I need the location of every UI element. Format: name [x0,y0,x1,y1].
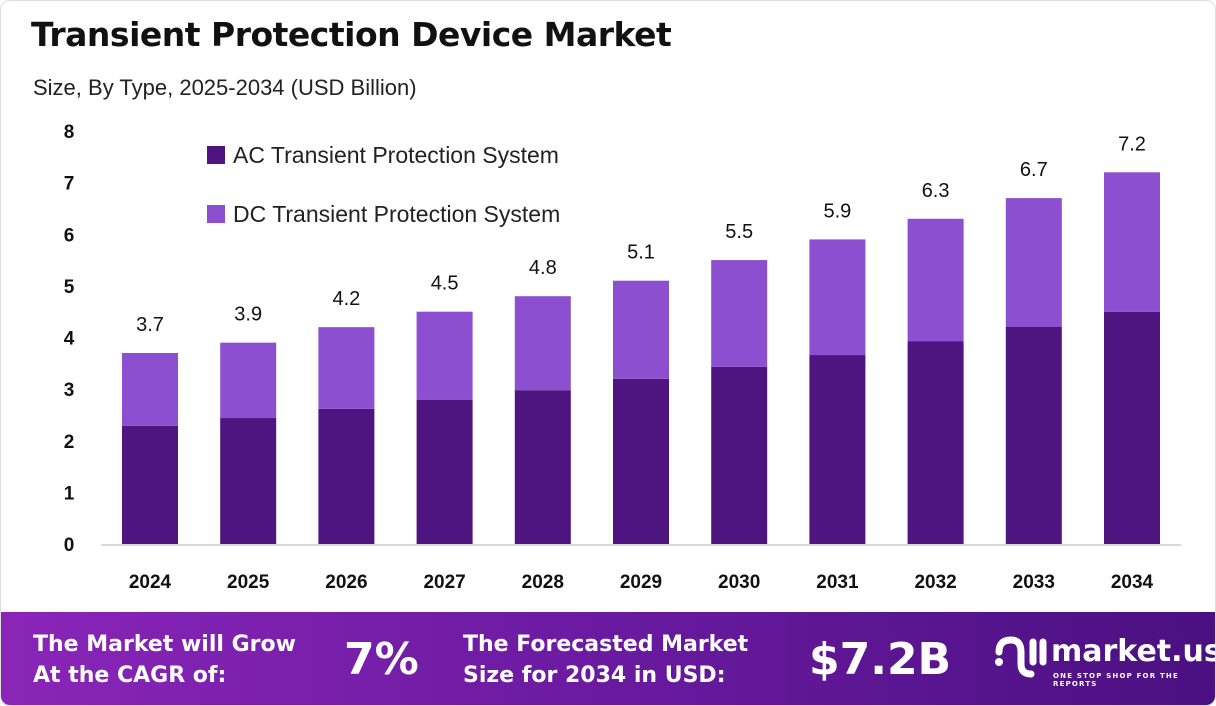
bar-segment-ac [514,390,571,544]
bar-segment-ac [809,355,866,544]
logo-text: market.us [1051,634,1216,669]
total-data-label: 5.9 [823,200,851,222]
bar-segment-dc [122,352,178,426]
bar-segment-dc [318,327,375,409]
logo-icon [995,636,1047,678]
stacked-bar-chart: 0 1 2 3 4 5 6 7 8 3.7 2024 3.9 2025 4.2 2026 4.5 2027 4.8… [64,122,1181,593]
market-us-logo: market.us ONE STOP SHOP FOR THE REPORTS [991,632,1215,692]
bar-segment-dc [220,342,277,419]
bar-segment-dc [514,296,571,391]
y-tick-label: 0 [64,535,75,556]
y-tick-label: 2 [64,432,75,453]
bar-segment-ac [122,425,178,544]
bar-segment-dc [1005,198,1062,327]
y-tick-label: 5 [64,277,75,298]
forecast-label: The Forecasted Market Size for 2034 in U… [463,629,748,691]
forecast-label-line2: Size for 2034 in USD: [463,663,726,688]
cagr-label: The Market will Grow At the CAGR of: [33,629,296,691]
bar-segment-dc [711,260,768,367]
bar-segment-ac [1104,311,1160,544]
x-tick-label: 2029 [620,572,662,593]
chart-title: Transient Protection Device Market [31,15,672,54]
forecast-value: $7.2B [809,634,952,685]
bar-segment-dc [907,218,964,342]
bar-segment-ac [907,341,964,544]
x-tick-label: 2034 [1111,572,1154,593]
forecast-label-line1: The Forecasted Market [463,632,749,657]
x-tick-label: 2026 [325,572,367,593]
y-tick-label: 3 [64,380,75,401]
bar-segment-ac [1005,326,1062,544]
bar-segment-ac [613,378,669,544]
x-tick-label: 2028 [522,572,564,593]
total-data-label: 7.2 [1118,133,1146,155]
bar-segment-ac [711,366,768,544]
total-data-label: 3.9 [234,304,262,326]
bar-segment-ac [416,399,473,544]
x-tick-label: 2031 [816,572,859,593]
y-tick-label: 6 [64,225,75,246]
bar-segment-dc [1104,172,1160,312]
legend-label: AC Transient Protection System [233,142,559,168]
bar-segment-dc [416,311,473,400]
y-tick-label: 8 [64,122,75,143]
bar-segment-ac [220,418,277,544]
chart-subtitle: Size, By Type, 2025-2034 (USD Billion) [33,75,417,100]
y-tick-label: 1 [64,483,75,504]
legend-label: DC Transient Protection System [233,201,560,227]
total-data-label: 4.5 [431,273,459,295]
bar-segment-ac [318,408,375,544]
footer-banner: The Market will Grow At the CAGR of: 7% … [1,612,1215,705]
y-tick-label: 7 [64,174,75,195]
y-tick-label: 4 [64,329,75,350]
total-data-label: 6.3 [922,180,950,202]
x-tick-label: 2024 [129,572,172,593]
total-data-label: 5.1 [627,242,655,264]
legend-swatch [207,146,225,164]
bar-segment-dc [809,239,866,356]
legend-swatch [207,205,225,223]
total-data-label: 4.2 [332,288,360,310]
bar-segment-dc [613,280,669,379]
cagr-label-line2: At the CAGR of: [33,663,227,688]
total-data-label: 5.5 [725,221,753,243]
total-data-label: 3.7 [136,314,164,336]
x-tick-label: 2030 [718,572,760,593]
x-tick-label: 2032 [914,572,956,593]
x-tick-label: 2033 [1013,572,1055,593]
x-tick-label: 2027 [423,572,465,593]
x-tick-label: 2025 [227,572,270,593]
total-data-label: 6.7 [1020,159,1048,181]
cagr-value: 7% [344,634,419,685]
logo-tagline: ONE STOP SHOP FOR THE REPORTS [1053,672,1179,688]
cagr-label-line1: The Market will Grow [33,632,296,657]
total-data-label: 4.8 [529,257,557,279]
